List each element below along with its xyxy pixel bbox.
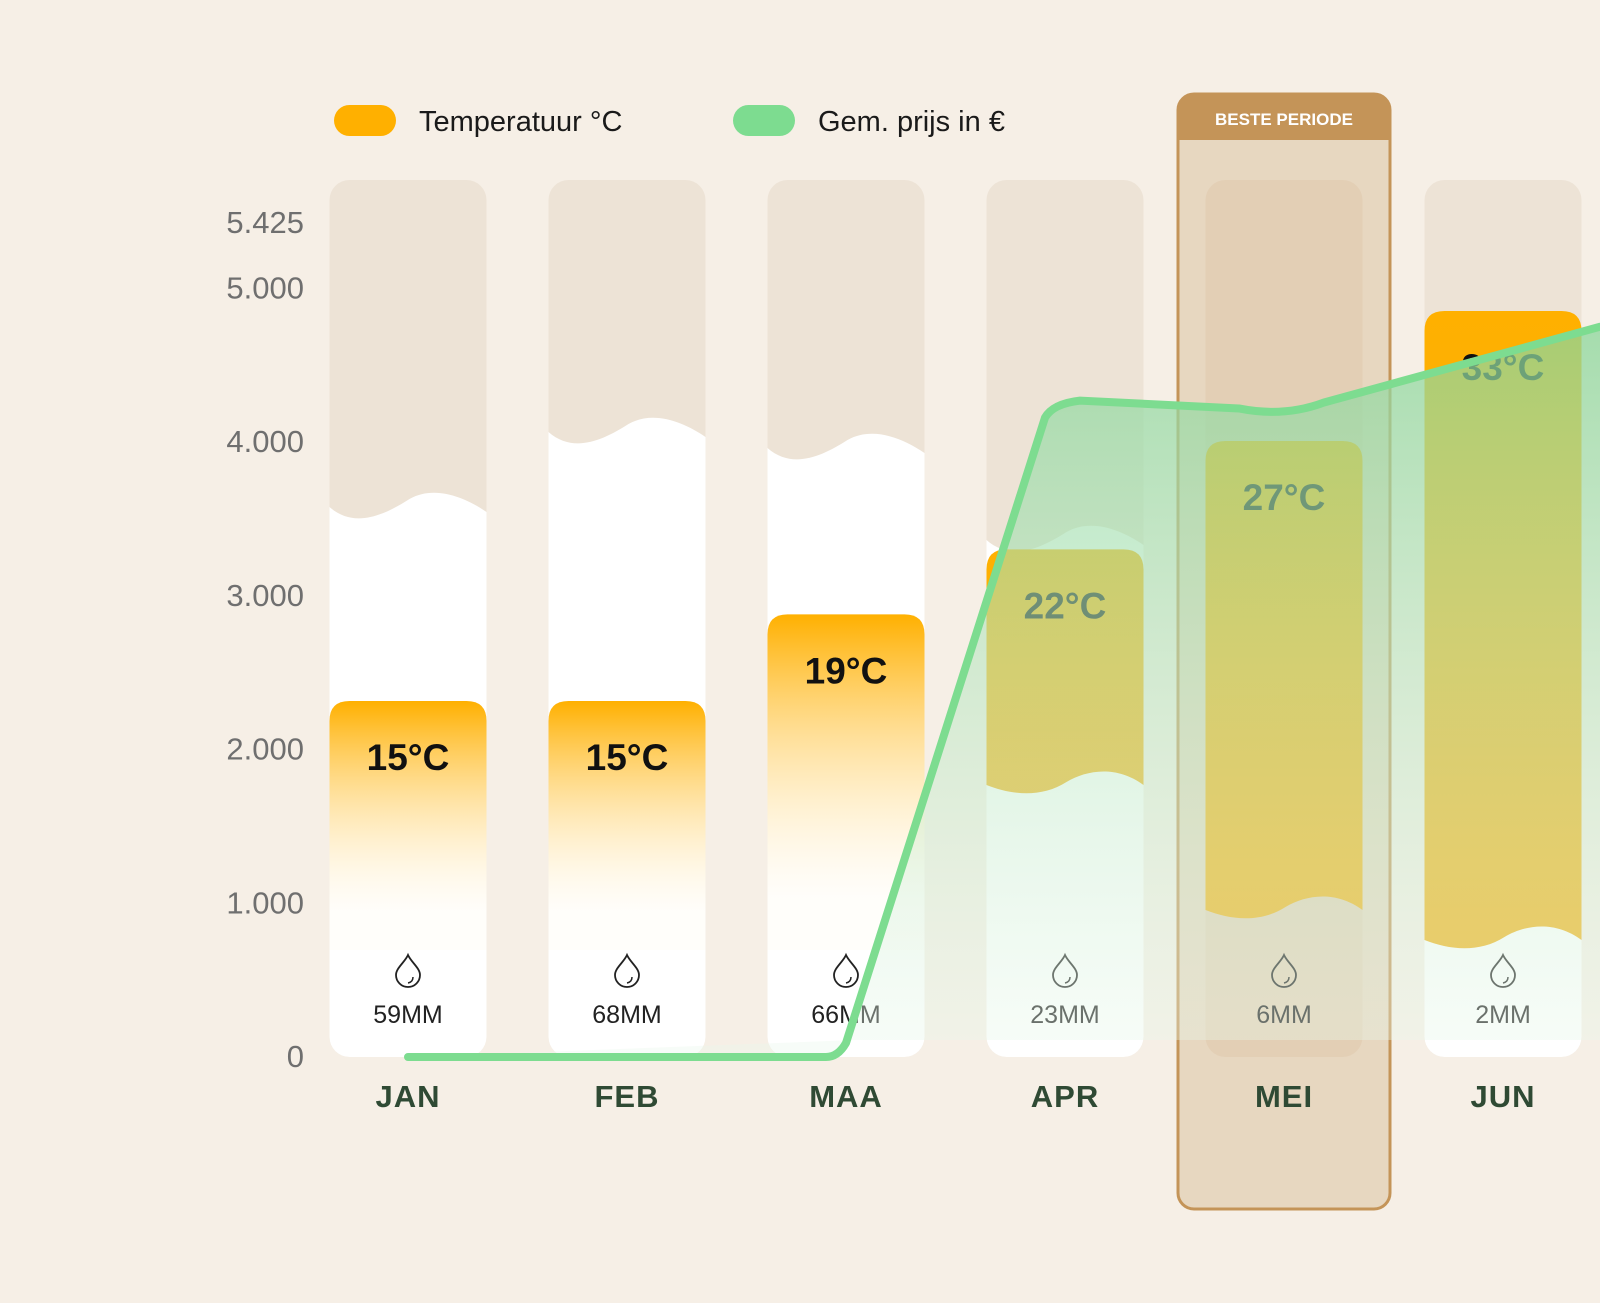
- legend: Temperatuur °C Gem. prijs in €: [334, 105, 1005, 138]
- month-label: JAN: [375, 1079, 440, 1114]
- best-period-header: [1178, 94, 1390, 140]
- temperature-bar: [767, 614, 925, 950]
- temperature-label: 15°C: [367, 737, 450, 778]
- raindrop-icon-shine: [626, 976, 633, 984]
- month-label: MEI: [1255, 1079, 1313, 1114]
- price-series: [404, 322, 1600, 1061]
- temperature-bar: [329, 701, 487, 950]
- legend-price-label: Gem. prijs in €: [818, 106, 1005, 138]
- y-tick-label: 4.000: [226, 424, 304, 459]
- raindrop-icon: [395, 952, 421, 988]
- temperature-label: 19°C: [805, 650, 888, 691]
- y-axis: 0 1.000 2.000 3.000 4.000 5.000 5.425: [226, 205, 304, 1074]
- y-tick-label: 1.000: [226, 885, 304, 920]
- price-line: [404, 322, 1600, 1061]
- y-tick-label: 5.000: [226, 270, 304, 305]
- raindrop-icon-shine: [407, 976, 414, 984]
- rainfall-label: 68MM: [592, 1001, 661, 1029]
- y-tick-label: 3.000: [226, 578, 304, 613]
- month-label: JUN: [1470, 1079, 1535, 1114]
- y-tick-label: 5.425: [226, 205, 304, 240]
- y-tick-label: 0: [287, 1039, 304, 1074]
- raindrop-icon-shine: [845, 976, 852, 984]
- y-tick-label: 2.000: [226, 732, 304, 767]
- month-label: MAA: [809, 1079, 883, 1114]
- month-labels: JAN FEB MAA APR MEI JUN: [375, 1079, 1535, 1114]
- month-card: 15°C 59MM: [329, 180, 487, 1057]
- raindrop-icon: [833, 952, 859, 988]
- legend-price-swatch: [733, 105, 795, 136]
- best-period-label: BESTE PERIODE: [1215, 110, 1353, 129]
- temperature-label: 15°C: [586, 737, 669, 778]
- month-card: 15°C 68MM: [548, 180, 706, 1057]
- raindrop-icon: [614, 952, 640, 988]
- month-label: APR: [1031, 1079, 1099, 1114]
- legend-temperature-swatch: [334, 105, 396, 136]
- legend-temperature-label: Temperatuur °C: [419, 106, 622, 138]
- temperature-bar: [548, 701, 706, 950]
- month-label: FEB: [595, 1079, 660, 1114]
- rainfall-label: 59MM: [373, 1001, 442, 1029]
- price-area: [408, 326, 1600, 1057]
